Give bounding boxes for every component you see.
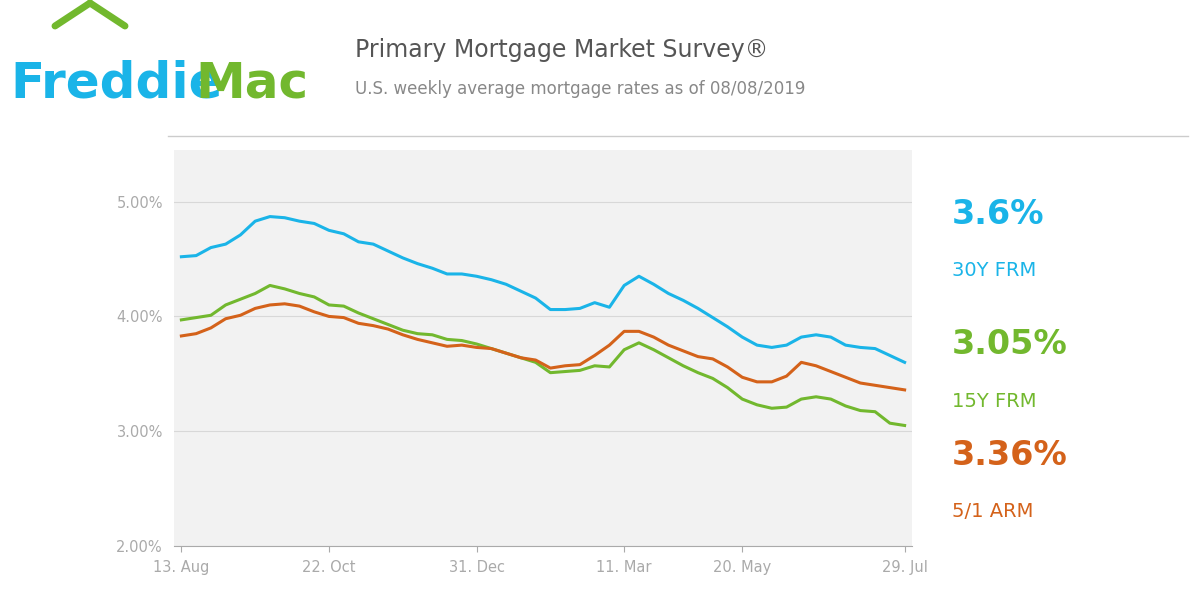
Text: Freddie: Freddie	[10, 60, 222, 108]
Text: 15Y FRM: 15Y FRM	[952, 392, 1036, 410]
Text: Mac: Mac	[194, 60, 308, 108]
Text: 30Y FRM: 30Y FRM	[952, 261, 1036, 280]
Text: 3.05%: 3.05%	[952, 328, 1067, 361]
Text: 3.6%: 3.6%	[952, 197, 1044, 230]
Text: U.S. weekly average mortgage rates as of 08/08/2019: U.S. weekly average mortgage rates as of…	[355, 80, 805, 98]
Text: 5/1 ARM: 5/1 ARM	[952, 502, 1033, 521]
Text: Primary Mortgage Market Survey®: Primary Mortgage Market Survey®	[355, 38, 768, 62]
Text: 3.36%: 3.36%	[952, 439, 1067, 472]
